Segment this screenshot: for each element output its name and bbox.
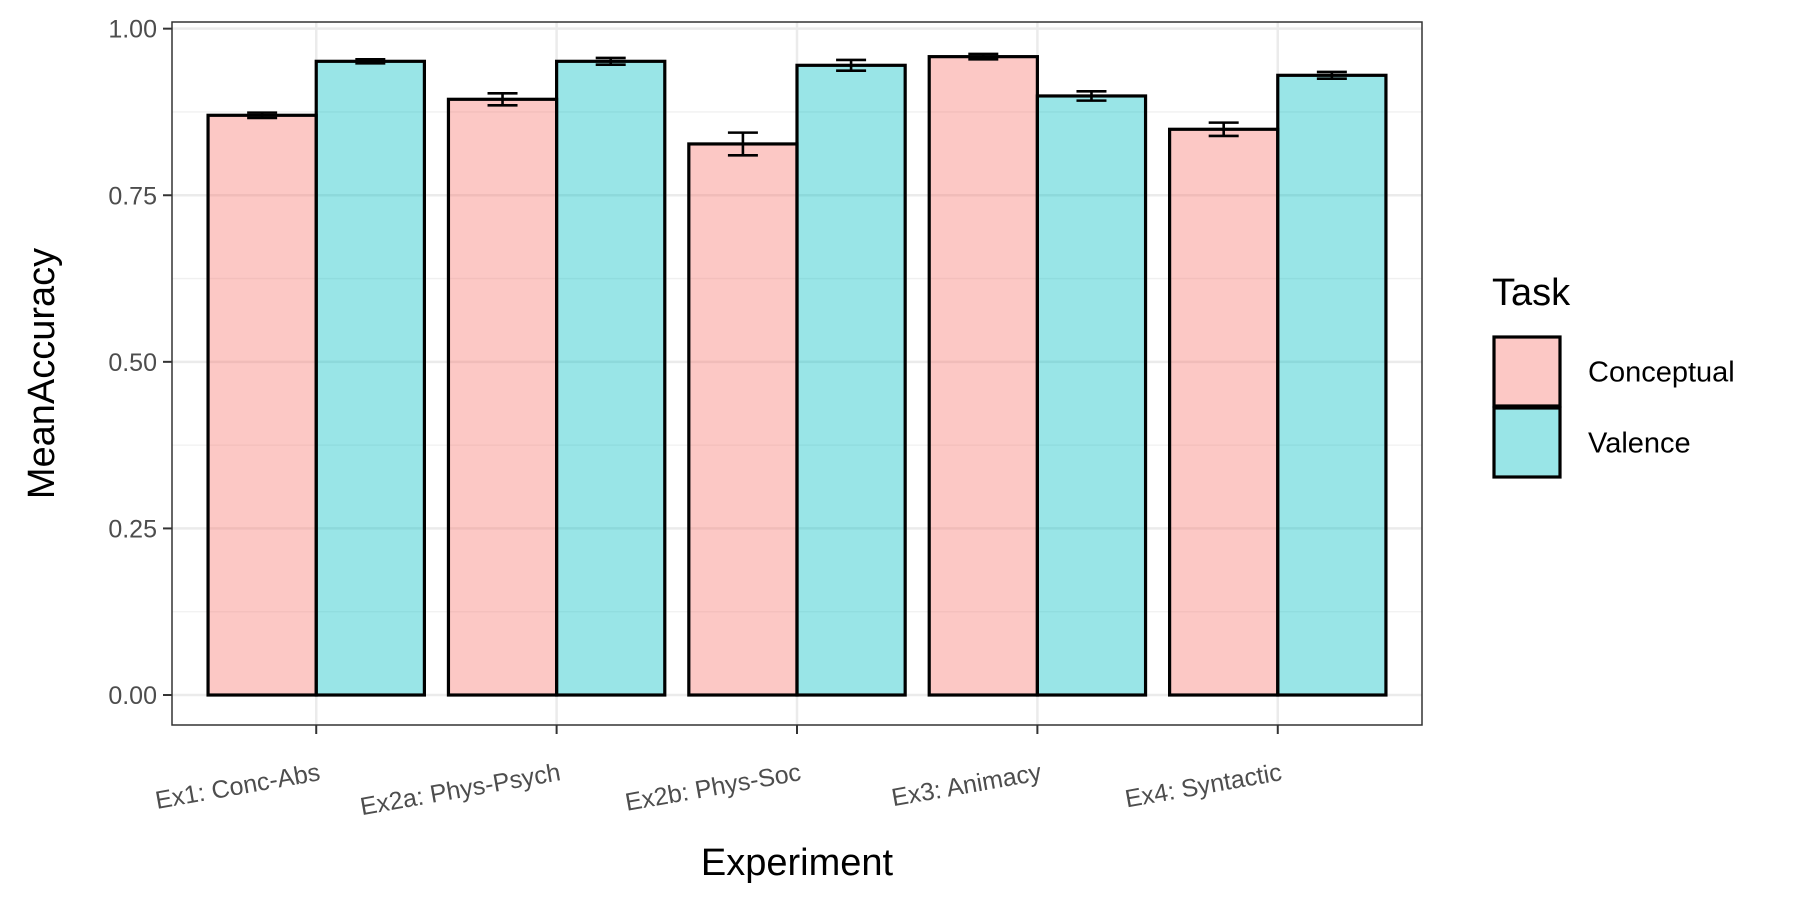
y-tick-label: 1.00 [108, 16, 157, 44]
y-tick-label: 0.25 [108, 515, 157, 543]
y-tick-label: 0.00 [108, 682, 157, 710]
legend-label: Conceptual [1588, 357, 1735, 389]
bar [446, 97, 559, 697]
y-axis: 0.00 0.25 0.50 0.75 1.00 [108, 16, 172, 710]
x-axis-title: Experiment [701, 842, 894, 884]
bar [206, 113, 318, 697]
bar [1167, 127, 1280, 697]
y-tick-label: 0.50 [108, 349, 157, 377]
legend-title: Task [1492, 272, 1571, 314]
bar [795, 63, 907, 697]
legend-key-background [1494, 408, 1560, 477]
x-tick-label: Ex3: Animacy [889, 758, 1044, 812]
bar [687, 142, 799, 697]
legend-key [1492, 406, 1562, 479]
bar [555, 59, 667, 697]
y-axis-title: MeanAccuracy [21, 248, 63, 499]
x-axis: Ex1: Conc-Abs Ex2a: Phys-Psych Ex2b: Phys-… [153, 725, 1284, 821]
legend-key [1492, 335, 1562, 408]
legend: Task Conceptual Valence [1492, 272, 1735, 479]
legend-key-background [1494, 337, 1560, 406]
bar [1035, 94, 1148, 697]
x-tick-label: Ex2a: Phys-Psych [358, 758, 563, 821]
bar [1276, 73, 1388, 697]
x-tick-label: Ex2b: Phys-Soc [623, 758, 803, 816]
x-tick-label: Ex1: Conc-Abs [153, 758, 322, 815]
legend-label: Valence [1588, 428, 1691, 460]
y-tick-label: 0.75 [108, 182, 157, 210]
error-bars [247, 52, 1347, 157]
bar [927, 55, 1039, 697]
bar [314, 59, 427, 697]
bars [206, 55, 1388, 697]
x-tick-label: Ex4: Syntactic [1123, 758, 1284, 813]
